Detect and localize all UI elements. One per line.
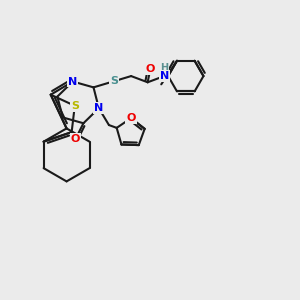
Text: N: N — [94, 103, 104, 113]
Text: N: N — [160, 71, 169, 81]
Text: O: O — [146, 64, 155, 74]
Text: N: N — [68, 76, 77, 86]
Text: H: H — [160, 63, 168, 73]
Text: S: S — [71, 101, 79, 111]
Text: O: O — [71, 134, 80, 144]
Text: S: S — [110, 76, 118, 86]
Text: O: O — [126, 113, 136, 123]
